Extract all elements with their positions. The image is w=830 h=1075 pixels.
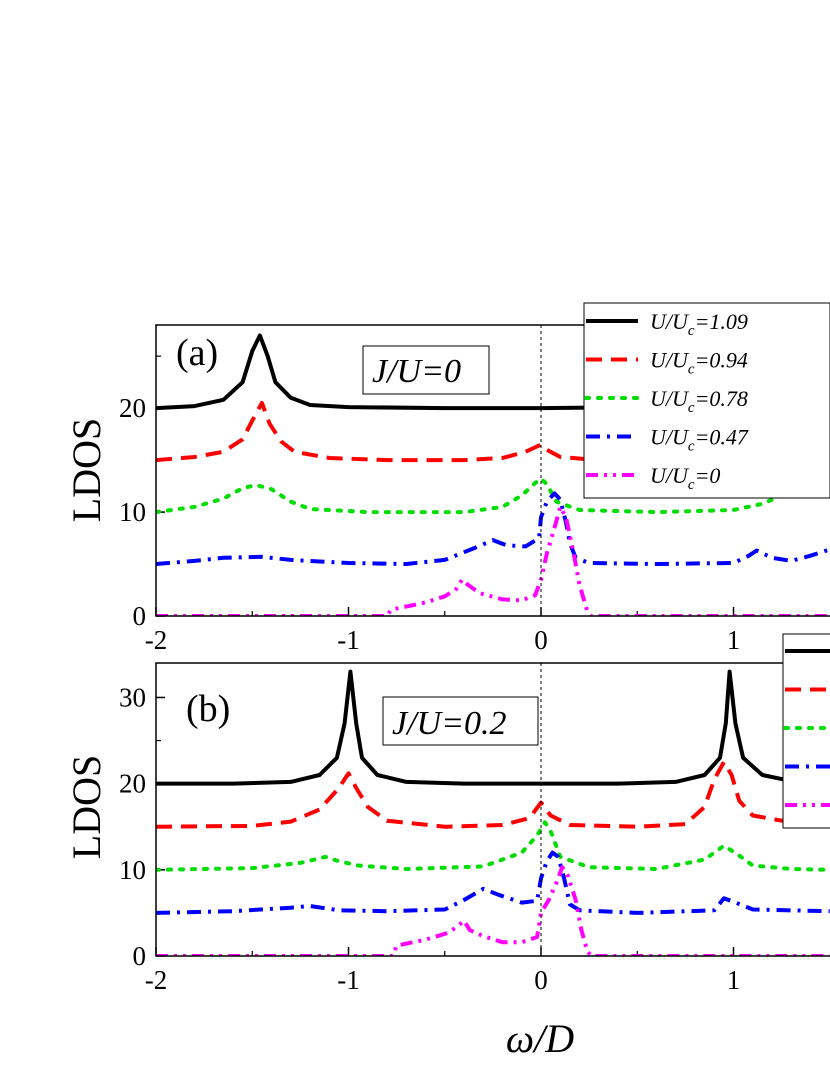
panel-b-ytick-label: 10 [119, 855, 146, 885]
panel-a-legend-label: U/Uc=0.94 [650, 348, 748, 378]
panel-a-legend-label: U/Uc=0.78 [650, 386, 748, 416]
panel-a-ytick-label: 0 [133, 601, 147, 631]
panel-a-legend-label: U/Uc=1.09 [650, 309, 748, 339]
panel-b-frame [155, 662, 830, 957]
panel-b-ylabel: LDOS [64, 755, 109, 859]
panel-a-series-3 [156, 491, 830, 566]
panel-b-series-3 [156, 850, 830, 915]
panel-b-series-1 [156, 760, 830, 829]
panel-b-annotation-box [382, 696, 539, 746]
panel-a-legend-label: U/Uc=0 [650, 463, 720, 493]
panel-a-xtick-label: -1 [337, 625, 360, 655]
panel-a-label: (a) [176, 332, 218, 374]
panel-b-xtick-label: -2 [145, 965, 168, 995]
panel-a-xtick-label: 1 [727, 625, 741, 655]
panel-b-series-2 [156, 820, 830, 872]
panel-a-frame [155, 324, 830, 617]
panel-a-legend: U/Uc=1.09 U/Uc=0.94 U/Uc=0.78 U/Uc=0.47 U/Uc… [583, 302, 830, 499]
panel-a-legend-label: U/Uc=0.47 [650, 425, 749, 455]
panel-a-legend-box [583, 302, 830, 499]
panel-b-ytick-label: 0 [133, 941, 147, 971]
panel-b-series-0 [156, 669, 830, 786]
panel-b-ytick-label: 20 [119, 769, 146, 799]
panel-b-xtick-label: 1 [727, 965, 741, 995]
panel-b-series-4 [156, 865, 830, 956]
panel-b-legend-box [782, 633, 830, 829]
panel-b-label: (b) [186, 688, 230, 730]
panel-b-xtick-label: -1 [337, 965, 360, 995]
panel-a-xtick-label: -2 [145, 625, 168, 655]
panel-a-ytick-label: 10 [119, 497, 146, 527]
panel-a-series-2 [156, 476, 830, 515]
panel-b-ytick-label: 30 [119, 682, 146, 712]
panel-a-ylabel: LDOS [64, 418, 109, 522]
panel-b-legend [782, 633, 830, 829]
panel-a-annotation-box [362, 345, 490, 395]
x-axis-title: ω/D [506, 1016, 574, 1061]
panel-b-annotation: J/U=0.2 [392, 705, 507, 742]
panel-a-annotation: J/U=0 [372, 353, 461, 390]
panel-a-ytick-label: 20 [119, 393, 146, 423]
panel-b-xtick-label: 0 [534, 965, 548, 995]
panel-a-xtick-label: 0 [534, 625, 548, 655]
